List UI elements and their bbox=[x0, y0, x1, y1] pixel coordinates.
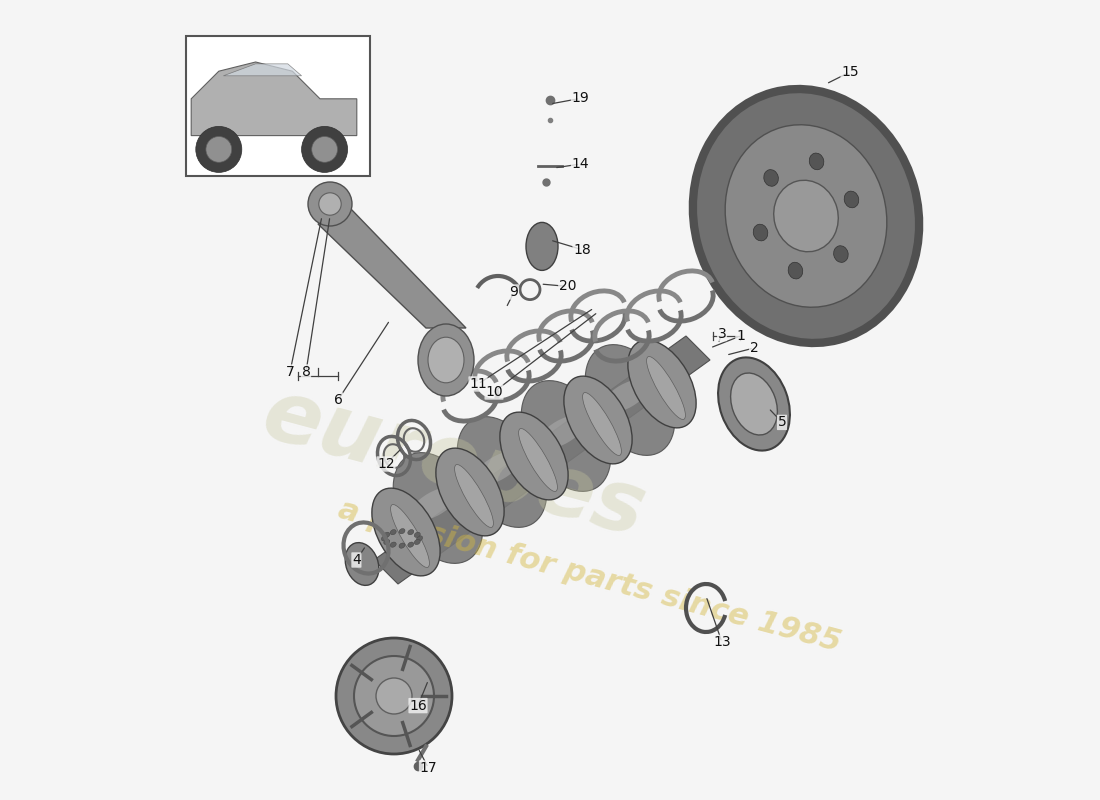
Ellipse shape bbox=[390, 542, 396, 547]
Ellipse shape bbox=[718, 358, 790, 450]
Ellipse shape bbox=[454, 465, 494, 527]
Ellipse shape bbox=[834, 246, 848, 262]
Ellipse shape bbox=[336, 638, 452, 754]
Ellipse shape bbox=[458, 417, 547, 527]
Ellipse shape bbox=[521, 381, 610, 491]
Ellipse shape bbox=[376, 678, 412, 714]
Circle shape bbox=[311, 137, 338, 162]
Text: 3: 3 bbox=[717, 326, 726, 341]
Ellipse shape bbox=[693, 89, 920, 343]
Text: europes: europes bbox=[254, 373, 654, 555]
Text: 14: 14 bbox=[572, 157, 590, 171]
FancyBboxPatch shape bbox=[186, 36, 370, 176]
Text: 2: 2 bbox=[749, 341, 758, 355]
Ellipse shape bbox=[418, 324, 474, 396]
Ellipse shape bbox=[384, 539, 389, 545]
Text: 13: 13 bbox=[713, 635, 730, 650]
Ellipse shape bbox=[415, 539, 420, 545]
Ellipse shape bbox=[564, 376, 632, 464]
Ellipse shape bbox=[725, 125, 887, 307]
Ellipse shape bbox=[518, 429, 558, 491]
Text: 4: 4 bbox=[352, 553, 361, 567]
Text: 5: 5 bbox=[778, 415, 786, 430]
Text: 8: 8 bbox=[301, 365, 310, 379]
Ellipse shape bbox=[526, 222, 558, 270]
Ellipse shape bbox=[417, 536, 422, 541]
Ellipse shape bbox=[399, 543, 405, 548]
Ellipse shape bbox=[583, 393, 621, 455]
Text: 9: 9 bbox=[509, 285, 518, 299]
Ellipse shape bbox=[844, 191, 859, 208]
Ellipse shape bbox=[408, 530, 414, 534]
Text: 19: 19 bbox=[572, 91, 590, 106]
Polygon shape bbox=[318, 208, 466, 328]
Ellipse shape bbox=[754, 224, 768, 241]
Ellipse shape bbox=[319, 193, 341, 215]
Ellipse shape bbox=[372, 488, 440, 576]
Ellipse shape bbox=[390, 505, 429, 567]
Ellipse shape bbox=[773, 180, 838, 252]
Text: 7: 7 bbox=[286, 365, 295, 379]
Text: 1: 1 bbox=[736, 329, 745, 343]
Circle shape bbox=[196, 126, 242, 172]
Ellipse shape bbox=[602, 379, 650, 413]
Polygon shape bbox=[374, 336, 710, 584]
Polygon shape bbox=[191, 62, 356, 135]
Text: 20: 20 bbox=[559, 279, 576, 294]
Text: 11: 11 bbox=[469, 377, 487, 391]
Ellipse shape bbox=[628, 340, 696, 428]
Text: a passion for parts since 1985: a passion for parts since 1985 bbox=[336, 494, 845, 658]
Text: 16: 16 bbox=[409, 698, 427, 713]
Ellipse shape bbox=[789, 262, 803, 279]
Ellipse shape bbox=[474, 451, 522, 485]
Text: 17: 17 bbox=[419, 761, 437, 775]
Ellipse shape bbox=[393, 453, 483, 563]
Ellipse shape bbox=[810, 153, 824, 170]
Circle shape bbox=[301, 126, 348, 172]
Ellipse shape bbox=[763, 170, 779, 186]
Text: 15: 15 bbox=[842, 65, 859, 79]
Text: 6: 6 bbox=[333, 393, 342, 407]
Text: 10: 10 bbox=[485, 385, 503, 399]
Ellipse shape bbox=[499, 412, 568, 500]
Circle shape bbox=[206, 137, 232, 162]
Ellipse shape bbox=[384, 532, 389, 538]
Ellipse shape bbox=[436, 448, 504, 536]
Ellipse shape bbox=[382, 536, 387, 541]
Ellipse shape bbox=[408, 542, 414, 547]
Ellipse shape bbox=[647, 357, 685, 419]
Ellipse shape bbox=[415, 532, 420, 538]
Ellipse shape bbox=[538, 415, 586, 449]
Ellipse shape bbox=[354, 656, 434, 736]
Ellipse shape bbox=[345, 542, 378, 586]
Text: 12: 12 bbox=[377, 457, 395, 471]
Ellipse shape bbox=[399, 529, 405, 534]
Ellipse shape bbox=[410, 487, 458, 521]
Ellipse shape bbox=[308, 182, 352, 226]
Ellipse shape bbox=[585, 345, 674, 455]
Ellipse shape bbox=[730, 373, 778, 435]
Polygon shape bbox=[223, 64, 301, 76]
Ellipse shape bbox=[428, 337, 464, 382]
Text: 18: 18 bbox=[573, 242, 591, 257]
Ellipse shape bbox=[390, 530, 396, 534]
